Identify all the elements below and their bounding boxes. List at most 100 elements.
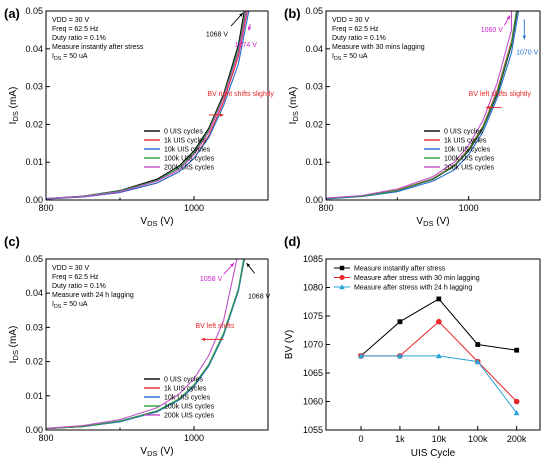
series-line-3 [361,355,518,414]
y-tick-label: 1055 [303,425,323,435]
y-tick-label: 0.03 [25,322,43,332]
y-axis-label: IDS (mA) [8,87,20,125]
legend-label: 1k UIS cycles [164,138,207,145]
legend-label: Measure instantly after stress [354,266,446,273]
annotation-arrowhead [506,15,511,20]
legend-label: 200k UIS cycles [444,165,495,172]
condition-text: Duty ratio = 0.1% [52,283,106,290]
x-tick-label: 800 [38,203,53,213]
series-line-1 [360,298,517,357]
annotation-text: 1070 V [516,49,539,56]
x-axis-label: UIS Cycle [411,448,456,459]
panel-label: (c) [4,234,20,249]
annotation-text: 1068 V [248,293,271,300]
y-tick-label: 0.05 [25,6,43,16]
legend-label: 0 UIS cycles [164,129,203,136]
x-tick-label: 1000 [184,433,204,443]
panel-label: (b) [284,6,301,21]
data-point [514,347,520,353]
data-point [436,296,442,302]
series-group [46,11,250,200]
y-tick-label: 0.01 [305,157,323,167]
condition-text: IDS = 50 uA [332,53,368,62]
legend-label: 10k UIS cycles [164,395,211,402]
condition-text: Duty ratio = 0.1% [52,35,106,42]
legend-marker [339,284,345,290]
y-tick-label: 0.00 [25,195,43,205]
chart-panel-2: (b) 0.00 0.01 0.02 0.03 0.04 0.05 800 1000 VDS (V… [284,6,541,228]
series-group [46,259,245,430]
y-tick-label: 0.04 [25,44,43,54]
series-line-4 [46,259,245,430]
annotation-arrowhead [201,337,206,342]
data-point [397,319,403,325]
y-axis-label: BV (V) [284,330,295,359]
y-axis-label: IDS (mA) [288,87,300,125]
y-tick-label: 1070 [303,340,323,350]
legend-marker [339,275,345,280]
annotation-arrowhead [230,263,234,267]
condition-text: VDD = 30 V [52,265,89,272]
legend-label: 200k UIS cycles [164,413,215,420]
legend-label: 0 UIS cycles [164,377,203,384]
series-line-2 [361,321,518,402]
y-tick-label: 0.00 [25,425,43,435]
y-axis-label: IDS (mA) [8,326,20,364]
x-tick-label: 1000 [459,203,479,213]
annotation-text: 1074 V [235,42,258,49]
y-tick-label: 0.00 [305,195,323,205]
annotation-arrowhead [522,35,527,40]
condition-text: Measure with 24 h lagging [52,292,134,299]
x-tick-label: 800 [38,433,53,443]
legend-label: 10k UIS cycles [164,147,211,154]
legend-label: Measure after stress with 30 min lagging [354,275,480,282]
plot-frame [45,258,269,431]
data-point [397,353,403,359]
y-tick-label: 0.02 [25,119,43,129]
legend-label: 1k UIS cycles [164,386,207,393]
y-tick-label: 1060 [303,397,323,407]
legend-marker [339,265,345,271]
series-line-5 [46,259,238,429]
y-tick-label: 0.03 [25,82,43,92]
series-line-3 [326,11,520,200]
chart-panel-4: (d) 1055 1060 1065 1070 1075 1080 1085 0 1k 10k 100… [284,234,541,459]
x-axis-label: VDS (V) [416,216,449,228]
series-line-4 [326,11,518,200]
condition-text: IDS = 50 uA [52,53,88,62]
annotation-arrowhead [219,113,224,117]
y-tick-label: 0.03 [305,82,323,92]
legend-label: 200k UIS cycles [164,165,215,172]
annotation-text: BV right shifts slightly [207,91,274,98]
legend-label: 100k UIS cycles [164,156,215,163]
series-group [326,11,520,200]
legend-label: 100k UIS cycles [444,156,495,163]
y-tick-label: 0.05 [305,6,323,16]
panel-label: (a) [4,6,20,21]
condition-text: VDD = 30 V [52,17,89,24]
legend-label: 100k UIS cycles [164,404,215,411]
annotation-text: 1060 V [481,27,504,34]
data-point [358,353,364,359]
legend-label: Measure after stress with 24 h lagging [354,285,472,292]
y-tick-label: 1075 [303,311,323,321]
annotation-text: 1068 V [206,32,229,39]
x-tick-label: 1k [395,434,405,444]
x-tick-label: 100k [468,434,488,444]
plot-frame [325,10,541,201]
data-point [475,342,481,347]
series-line-5 [326,11,513,199]
annotation-text: 1058 V [200,276,223,283]
annotation-arrowhead [239,12,243,17]
y-tick-label: 1080 [303,283,323,293]
y-tick-label: 0.04 [25,288,43,298]
x-tick-label: 200k [507,434,527,444]
chart-panel-1: (a) 0.00 0.01 0.02 0.03 0.04 0.05 800 1000 VDS (V… [4,6,274,228]
condition-text: Freq = 62.5 Hz [52,26,99,33]
annotation-arrowhead [247,26,252,31]
y-tick-label: 0.04 [305,44,323,54]
y-tick-label: 1065 [303,368,323,378]
data-point [513,410,520,416]
condition-text: VDD = 30 V [332,17,369,24]
